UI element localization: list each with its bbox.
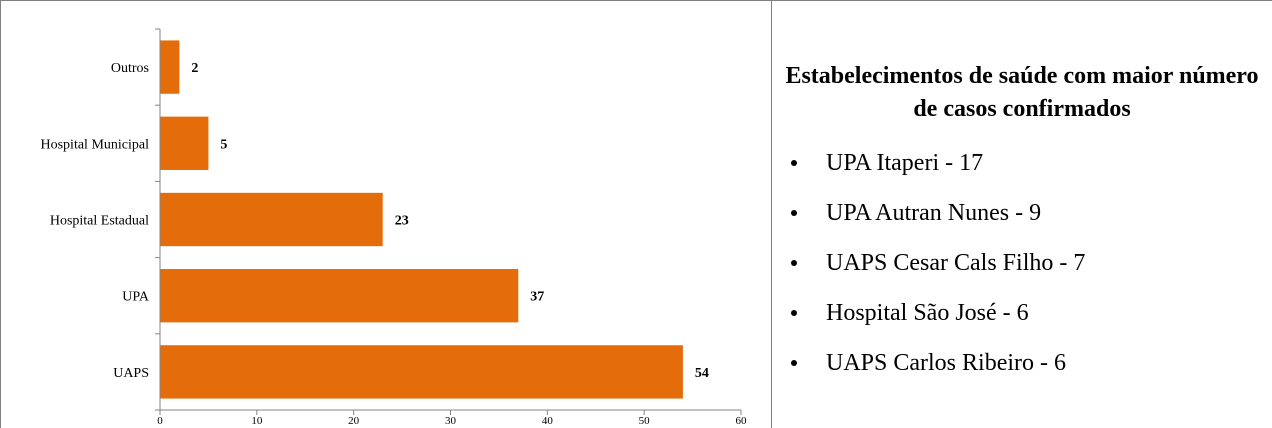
x-tick-label: 40 <box>542 415 554 427</box>
data-label: 5 <box>220 137 227 152</box>
data-label: 37 <box>530 290 544 305</box>
list-item: UAPS Carlos Ribeiro - 6 <box>772 346 1085 396</box>
x-tick-label: 60 <box>736 415 748 427</box>
list-item: UPA Autran Nunes - 9 <box>772 196 1085 246</box>
category-label: UPA <box>122 290 150 305</box>
side-panel: Estabelecimentos de saúde com maior núme… <box>772 0 1272 428</box>
list-item: UPA Itaperi - 17 <box>772 146 1085 196</box>
data-label: 2 <box>191 61 198 76</box>
category-label: UAPS <box>113 366 149 381</box>
list-item-text: UAPS Carlos Ribeiro - 6 <box>826 350 1066 376</box>
bullet-icon <box>791 310 797 316</box>
list-item-text: UPA Autran Nunes - 9 <box>826 200 1042 226</box>
category-label: Hospital Municipal <box>41 137 150 152</box>
bar-hospital-estadual <box>160 192 383 247</box>
bars-layer <box>160 40 683 399</box>
list-item: Hospital São José - 6 <box>772 296 1085 346</box>
x-tick-label: 0 <box>157 415 163 427</box>
x-tick-label: 30 <box>445 415 457 427</box>
panel-title: Estabelecimentos de saúde com maior núme… <box>785 63 1259 122</box>
bullet-icon <box>791 360 797 366</box>
bullet-icon <box>791 210 797 216</box>
category-label: Outros <box>111 61 149 76</box>
x-tick-label: 20 <box>348 415 360 427</box>
bullet-icon <box>791 160 797 166</box>
bar-hospital-municipal <box>160 116 209 170</box>
bullet-icon <box>791 260 797 266</box>
list-item-text: UAPS Cesar Cals Filho - 7 <box>826 250 1086 276</box>
bar-outros <box>160 40 180 94</box>
x-tick-label: 10 <box>251 415 263 427</box>
category-label: Hospital Estadual <box>50 214 149 229</box>
x-tick-label: 50 <box>639 415 651 427</box>
bar-chart: Outros 2 Hospital Municipal 5 Hospital Estad… <box>41 28 748 427</box>
list-item: UAPS Cesar Cals Filho - 7 <box>772 246 1085 296</box>
list-item-text: UPA Itaperi - 17 <box>826 150 984 176</box>
data-label: 23 <box>395 214 409 229</box>
labels-layer: Outros 2 Hospital Municipal 5 Hospital Estad… <box>41 28 748 427</box>
data-label: 54 <box>695 366 709 381</box>
bar-upa <box>160 269 519 323</box>
bar-uaps <box>160 345 683 399</box>
panel-divider <box>771 0 772 428</box>
establishments-list: UPA Itaperi - 17 UPA Autran Nunes - 9 UA… <box>772 146 1085 396</box>
list-item-text: Hospital São José - 6 <box>826 300 1029 326</box>
